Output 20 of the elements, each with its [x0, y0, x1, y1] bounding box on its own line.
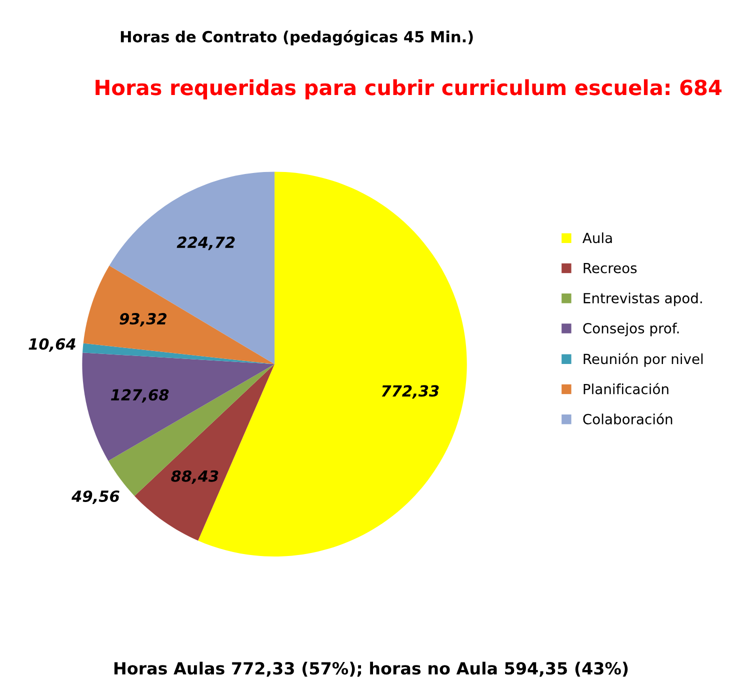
legend-label: Recreos: [584, 262, 637, 274]
legend-label: Colaboración: [583, 413, 672, 424]
chart-title: Horas de Contrato (pedagógicas 45 Min.): [120, 30, 473, 46]
data-label: 224,72: [176, 236, 235, 250]
data-label: 88,43: [171, 470, 218, 484]
pie-slice: [82, 352, 275, 461]
pie-slice: [109, 172, 275, 364]
legend-label: Consejos prof.: [583, 322, 679, 336]
data-label: 772,33: [382, 385, 439, 399]
data-label: 10,64: [28, 338, 76, 352]
chart-subtitle: Horas requeridas para cubrir curriculum escuela: 684: [96, 79, 722, 100]
data-label: 93,32: [120, 313, 167, 327]
data-label: 49,56: [72, 490, 120, 504]
data-label: 127,68: [110, 389, 169, 403]
legend-label: Entrevistas apod.: [584, 292, 702, 306]
legend-label: Reunión por nivel: [584, 352, 703, 367]
legend-label: Planificación: [584, 382, 668, 394]
pie-slice: [83, 266, 275, 364]
text: Horas Aulas 772,33 (57%); horas no Aula 594,35 (43%): [114, 662, 628, 677]
legend-label: Aula: [582, 232, 612, 244]
